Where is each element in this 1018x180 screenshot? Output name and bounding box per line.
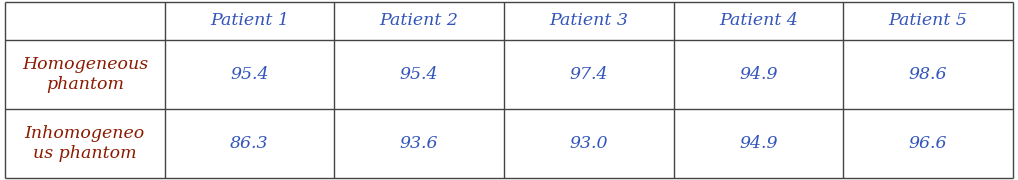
Text: Patient 2: Patient 2	[380, 12, 458, 29]
Text: Patient 3: Patient 3	[550, 12, 628, 29]
Text: 93.0: 93.0	[569, 135, 608, 152]
Text: 96.6: 96.6	[909, 135, 948, 152]
Text: Homogeneous: Homogeneous	[21, 56, 148, 73]
Text: Patient 5: Patient 5	[889, 12, 967, 29]
Text: phantom: phantom	[46, 76, 124, 93]
Text: 97.4: 97.4	[569, 66, 608, 83]
Text: 95.4: 95.4	[230, 66, 269, 83]
Text: 94.9: 94.9	[739, 66, 778, 83]
Text: Patient 1: Patient 1	[210, 12, 289, 29]
Text: 94.9: 94.9	[739, 135, 778, 152]
Text: 86.3: 86.3	[230, 135, 269, 152]
Text: Patient 4: Patient 4	[719, 12, 798, 29]
Text: us phantom: us phantom	[33, 145, 136, 162]
Text: 98.6: 98.6	[909, 66, 948, 83]
Text: 93.6: 93.6	[400, 135, 439, 152]
Text: 95.4: 95.4	[400, 66, 439, 83]
Text: Inhomogeneo: Inhomogeneo	[24, 125, 145, 142]
